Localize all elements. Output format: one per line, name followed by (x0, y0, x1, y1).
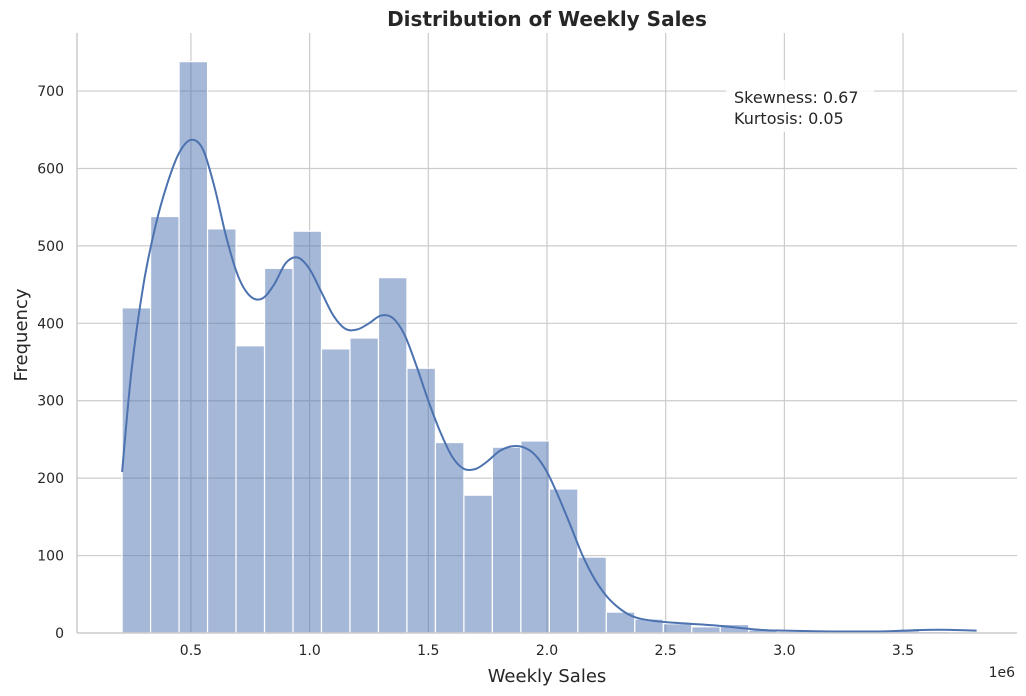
y-tick-label: 600 (37, 161, 64, 177)
x-tick-label: 3.5 (892, 643, 914, 659)
skewness-annotation: Skewness: 0.67 (734, 88, 859, 107)
histogram-bar (263, 267, 294, 634)
tick-labels: 0.5 1.0 1.5 2.0 2.5 3.0 3.5 0 100 200 300 400 500 600… (37, 84, 914, 659)
histogram-bar (406, 367, 437, 634)
kurtosis-annotation: Kurtosis: 0.05 (734, 109, 844, 128)
y-tick-label: 400 (37, 316, 64, 332)
histogram-bar (691, 626, 721, 634)
histogram-bar (149, 215, 180, 634)
histogram-bar (349, 337, 380, 634)
x-tick-label: 2.0 (536, 643, 558, 659)
y-tick-label: 500 (37, 239, 64, 255)
histogram-bars (121, 61, 978, 634)
x-tick-label: 3.0 (773, 643, 795, 659)
histogram-bar (491, 446, 522, 634)
y-axis-label: Frequency (11, 288, 32, 381)
histogram-bar (206, 228, 237, 634)
y-tick-label: 300 (37, 394, 64, 410)
x-tick-label: 1.5 (417, 643, 439, 659)
x-tick-label: 2.5 (655, 643, 677, 659)
axis-spines (76, 33, 1017, 634)
histogram-bar (434, 441, 465, 634)
kde-curve-group (121, 138, 977, 633)
x-axis-label: Weekly Sales (488, 666, 607, 687)
y-tick-label: 700 (37, 84, 64, 100)
y-tick-label: 100 (37, 549, 64, 565)
histogram-bar (121, 307, 152, 634)
histogram-bar (463, 494, 494, 634)
histogram-bar (320, 348, 351, 634)
histogram-bar (292, 230, 323, 634)
x-axis-offset-label: 1e6 (989, 665, 1016, 681)
x-tick-label: 0.5 (180, 643, 202, 659)
histogram-bar (662, 623, 693, 634)
annotation-box (726, 80, 874, 132)
histogram-bar (577, 556, 607, 634)
kde-curve (121, 138, 977, 633)
x-tick-label: 1.0 (298, 643, 320, 659)
histogram-bar (235, 345, 266, 634)
y-tick-label: 0 (55, 626, 64, 642)
chart-title: Distribution of Weekly Sales (387, 7, 707, 31)
y-tick-label: 200 (37, 471, 64, 487)
